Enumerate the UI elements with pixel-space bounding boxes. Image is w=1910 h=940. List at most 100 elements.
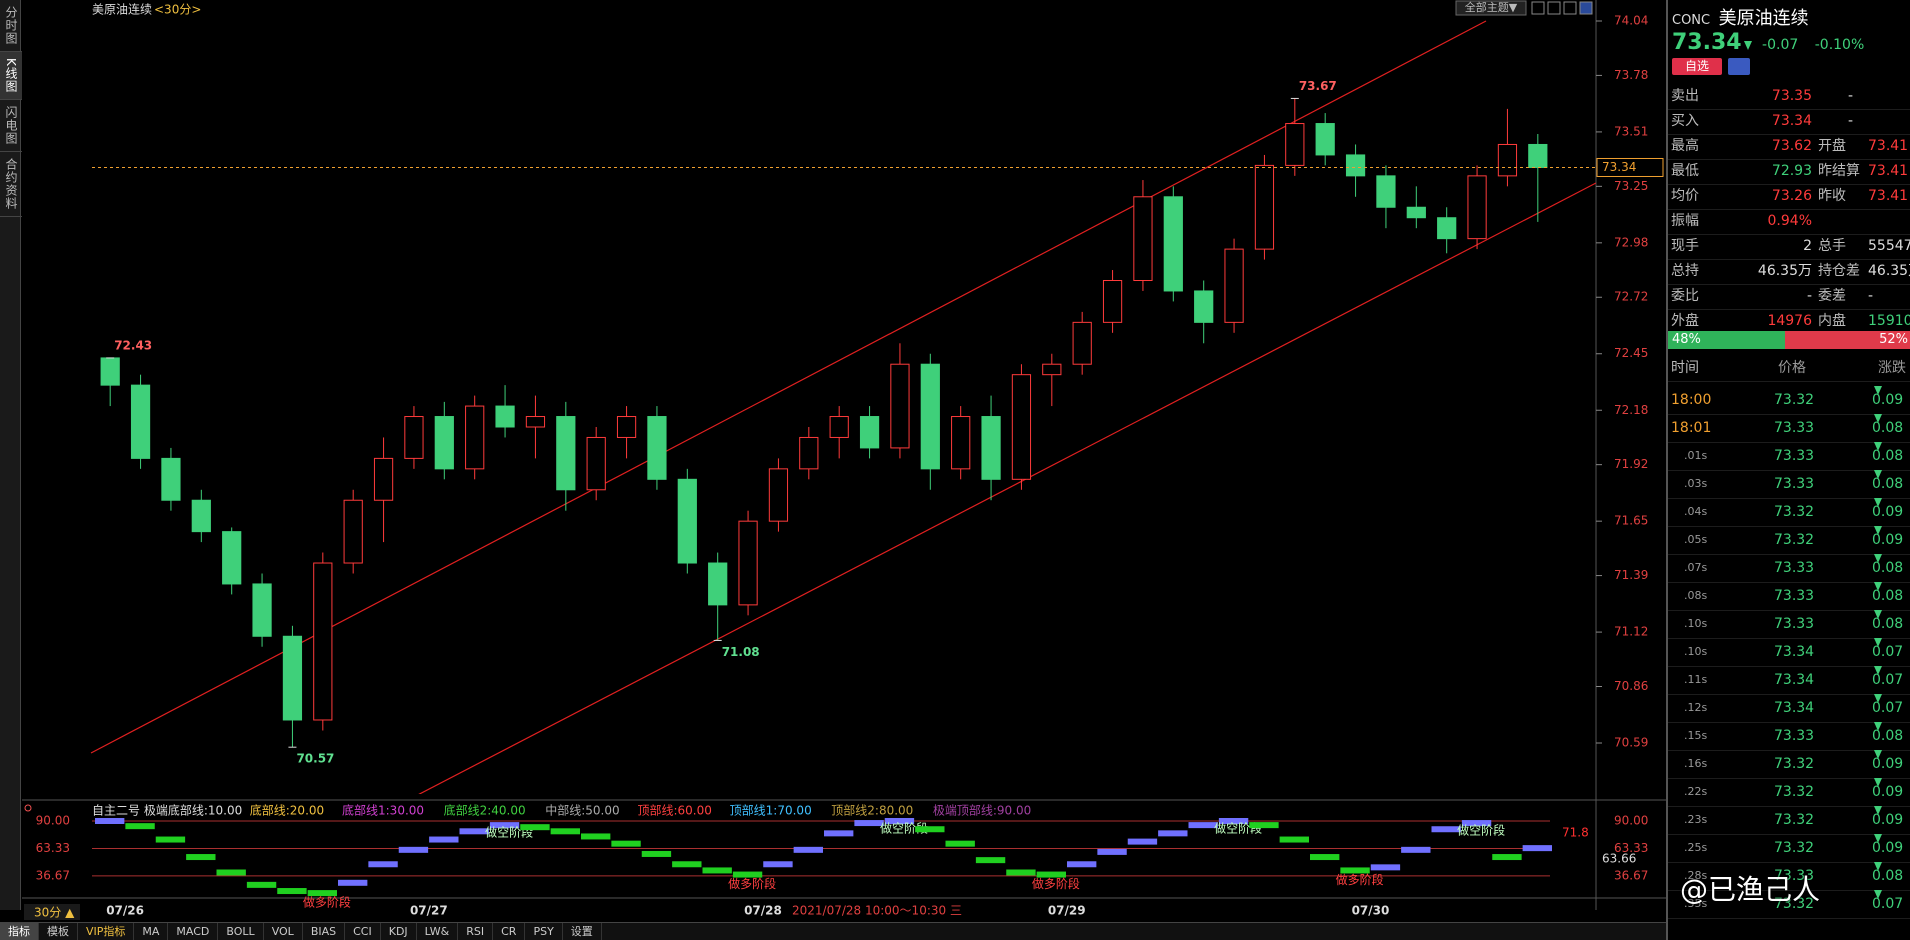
indicator-bar <box>1006 869 1036 876</box>
quote-label: 均价 <box>1671 188 1699 204</box>
stage-label: 做空阶段 <box>1457 823 1505 838</box>
candle-body <box>161 457 181 501</box>
tab[interactable]: PSY <box>525 923 563 940</box>
period-button-label[interactable]: 30分 ▲ <box>34 906 75 920</box>
stage-label: 做多阶段 <box>1032 876 1080 891</box>
indicator-icon[interactable] <box>24 804 32 812</box>
tab[interactable]: BOLL <box>218 923 264 940</box>
y-tick-label: 72.98 <box>1614 235 1648 249</box>
icon[interactable] <box>1563 1 1577 15</box>
trade-time: .28s <box>1684 869 1708 882</box>
y-tick-label: 73.78 <box>1614 68 1648 82</box>
candle-body <box>1315 123 1335 156</box>
date-label: 07/26 <box>106 904 144 918</box>
tab[interactable]: CCI <box>345 923 381 940</box>
favorite-button[interactable]: 自选 <box>1672 58 1722 75</box>
channel-lower <box>418 182 1596 794</box>
indicator-tick-label: 90.00 <box>36 814 70 828</box>
theme-button[interactable] <box>1455 0 1527 16</box>
code: CONC <box>1672 13 1711 28</box>
theme-button-label[interactable]: 全部主题▼ <box>1465 0 1518 14</box>
change-value: 0.07 <box>1872 896 1904 912</box>
y-tick-label: 72.72 <box>1614 290 1648 304</box>
quote-value: 55547 <box>1868 238 1910 254</box>
tab[interactable]: 模板 <box>39 923 78 940</box>
candle-body <box>556 416 576 491</box>
candle-body <box>890 363 910 449</box>
indicator-legend: 中部线:50.00 <box>545 803 619 818</box>
trade-row: .08s 73.33 0.08 <box>1668 582 1910 611</box>
indicator-bar <box>520 824 550 831</box>
indicator-tabs: 指标 模板 VIP指标 MA MACD BOLL VOL BIAS CCI KDJ LW& RSI CR… <box>0 922 1666 940</box>
tab[interactable]: LW& <box>417 923 459 940</box>
icon[interactable] <box>1547 1 1561 15</box>
quote-value: 73.35 <box>1771 88 1812 104</box>
quote-label: 最低 <box>1671 163 1699 179</box>
indicator-bar <box>1097 848 1127 855</box>
quote-value: 2 <box>1803 238 1812 254</box>
change-value: 0.08 <box>1872 728 1904 744</box>
trade-row: .16s 73.32 0.09 <box>1668 750 1910 779</box>
indicator-legend: 底部线2:40.00 <box>444 803 526 818</box>
indicator-bar <box>1249 822 1279 829</box>
trade-price: 73.33 <box>1774 728 1815 744</box>
tab[interactable]: KDJ <box>381 923 417 940</box>
down-arrow <box>1743 40 1752 50</box>
quote-value: 46.35万 <box>1868 263 1910 279</box>
tab[interactable]: BIAS <box>303 923 346 940</box>
candle-body <box>1467 175 1487 240</box>
trade-price: 73.32 <box>1774 756 1815 772</box>
quote-row: 现手 2 总手 55547 <box>1668 234 1910 260</box>
indicator-bar <box>429 836 459 843</box>
indicator-bar <box>489 822 520 829</box>
trade-row: .05s 73.32 0.09 <box>1668 526 1910 555</box>
candle-body <box>1072 321 1092 365</box>
ratio-buy: 48% <box>1668 331 1786 349</box>
candle-body <box>465 405 485 470</box>
indicator-legend: 底部线1:30.00 <box>342 803 424 818</box>
indicator-bar <box>338 879 368 886</box>
favorite-label[interactable]: 自选 <box>1684 59 1709 73</box>
chart-title: 美原油连续 <box>92 2 152 17</box>
trade-time: .01s <box>1684 449 1708 462</box>
chart-bg <box>22 0 1666 922</box>
down-arrow <box>1874 638 1882 647</box>
tab[interactable]: RSI <box>458 923 494 940</box>
sidebar: 分时图 K线图 闪电图 合约资料 <box>0 0 23 910</box>
candle-body <box>525 416 546 428</box>
change-value: 0.09 <box>1872 784 1904 800</box>
trade-row: .12s 73.34 0.07 <box>1668 694 1910 723</box>
trade-row: .04s 73.32 0.09 <box>1668 498 1910 527</box>
period-button[interactable] <box>24 904 80 920</box>
header-label: 涨跌 <box>1878 360 1906 376</box>
change-value: 0.07 <box>1872 644 1904 660</box>
quote-label: 委差 <box>1818 288 1846 304</box>
tab[interactable]: 设置 <box>563 923 602 940</box>
quote-label: 外盘 <box>1671 313 1699 329</box>
tab[interactable]: CR <box>493 923 526 940</box>
tab[interactable]: VIP指标 <box>78 923 135 940</box>
y-tick-label: 72.45 <box>1614 346 1648 360</box>
tab[interactable]: MACD <box>168 923 219 940</box>
tab[interactable]: 指标 <box>0 923 39 940</box>
trade-price: 73.32 <box>1774 392 1815 408</box>
icon[interactable] <box>1531 1 1545 15</box>
price-line: 73.34 -0.07 -0.10% <box>1672 30 1864 55</box>
quote-label: 总持 <box>1671 263 1699 279</box>
change-value: 0.09 <box>1872 756 1904 772</box>
quote-value: 73.41 <box>1868 138 1909 154</box>
tab[interactable]: MA <box>134 923 169 940</box>
candle-body <box>1163 196 1183 292</box>
indicator-bar <box>1522 845 1552 852</box>
quote-row: 卖出 73.35 - <box>1668 84 1910 110</box>
icon[interactable] <box>1579 1 1593 15</box>
tab[interactable]: VOL <box>264 923 303 940</box>
indicator-legend: 顶部线:60.00 <box>637 803 711 818</box>
candle-body <box>252 583 272 637</box>
indicator-bar <box>550 828 580 835</box>
alert-button[interactable] <box>1728 58 1750 75</box>
quote-row: 委比 - 委差 - <box>1668 284 1910 310</box>
indicator-bar <box>459 828 489 835</box>
indicator-bar <box>793 846 823 853</box>
candle-body <box>130 384 151 459</box>
